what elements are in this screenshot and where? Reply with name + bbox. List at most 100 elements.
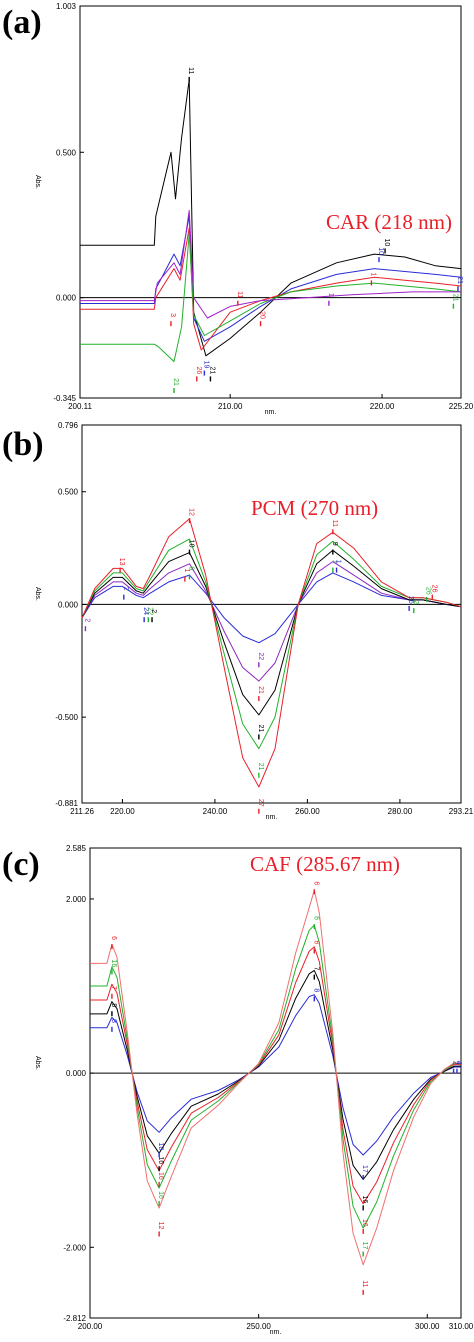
chart-a-series-2: [80, 215, 462, 342]
chart-b-point-label: 9: [188, 566, 195, 570]
chart-b-xtick-label: 293.21: [449, 807, 474, 816]
chart-c-xtick-label: 200.00: [78, 1322, 103, 1331]
chart-c-point-label: 6: [312, 916, 319, 920]
chart-c-point-label: 16: [361, 1219, 368, 1227]
chart-c-point-label: 16: [157, 1172, 164, 1180]
chart-b-xtick-label: 280.00: [388, 807, 413, 816]
chart-c-series-2: [90, 969, 461, 1180]
chart-b-point-label: 26: [425, 587, 432, 595]
chart-a-point-label: 20: [259, 311, 266, 319]
chart-c-series-5: [90, 889, 461, 1266]
chart-c-point-label: 6: [312, 881, 319, 885]
chart-c-point-label: 8: [110, 1003, 117, 1007]
chart-c-ytick-label: -2.812: [63, 1314, 86, 1323]
chart-a-series-5: [80, 209, 461, 319]
chart-c-x-axis-label: nm.: [270, 1329, 282, 1336]
chart-a-point-label: 1: [327, 293, 334, 297]
chart-c-point-label: 16: [110, 960, 117, 968]
chart-c-frame: [89, 847, 462, 1319]
chart-b-xtick-label: 211.26: [70, 807, 94, 816]
chart-a-xtick-label: 225.20: [449, 402, 474, 411]
chart-a-series-3: [80, 227, 462, 351]
chart-c-series-3: [90, 946, 461, 1205]
chart-c-xtick-label: 310.00: [449, 1322, 474, 1331]
chart-c-point-label: 2: [452, 1061, 459, 1065]
chart-a-x-axis-label: nm.: [265, 409, 277, 416]
panel-b: 0.796 0.500 0.000 -0.500 -0.881 211.26 220.00 2…: [0, 420, 474, 840]
chart-c-point-label: 8: [312, 988, 319, 992]
chart-b-series-5: [81, 518, 462, 788]
chart-c-point-label: 7: [312, 967, 319, 971]
chart-b-point-label: 1: [331, 560, 338, 564]
chart-a-point-label: 21: [172, 378, 179, 386]
chart-c-point-label: 18: [157, 1142, 164, 1150]
chart-b-point-label: 22: [257, 652, 264, 660]
chart-b-y-axis-label: Abs.: [34, 587, 41, 601]
annotation-pcm: PCM (270 nm): [251, 496, 379, 520]
chart-b-ytick-label: -0.500: [55, 713, 78, 722]
chart-b-series-4: [81, 538, 462, 750]
chart-b-point-label: 2: [412, 600, 419, 604]
chart-a-ytick-label: -0.345: [53, 394, 76, 403]
chart-c-ytick-label: -2.000: [63, 1243, 86, 1252]
panel-c: 2.585 2.000 0.000 -2.000 -2.812 200.00 250.00 3…: [0, 840, 474, 1342]
chart-b-point-label: 12: [187, 508, 194, 516]
chart-b-point-label: 2: [150, 609, 157, 613]
chart-a-point-label: 1: [369, 272, 376, 276]
chart-c-point-label: 16: [157, 1191, 164, 1199]
chart-b-point-label: 2: [122, 587, 129, 591]
chart-c-point-label: 4: [455, 1061, 462, 1065]
chart-b-point-label: 27: [257, 799, 264, 807]
chart-b-point-label: 24: [142, 607, 149, 615]
chart-a-series-1: [80, 79, 462, 357]
chart-a-ytick-label: 0.500: [56, 148, 77, 157]
chart-b-series-1: [81, 572, 462, 644]
chart-c-ytick-label: 0.000: [66, 1069, 87, 1078]
chart-c-point-label: 7: [110, 986, 117, 990]
chart-c-y-axis-label: Abs.: [34, 1056, 41, 1070]
chart-a-xtick-label: 210.00: [218, 402, 243, 411]
chart-a-point-label: 11: [236, 291, 243, 298]
chart-a-point-label: 11: [187, 67, 194, 74]
chart-a-xtick-label: 220.00: [370, 402, 395, 411]
panel-label-c: (c): [2, 846, 40, 883]
chart-b-series-2: [81, 561, 462, 682]
chart-b-point-label: 1: [183, 569, 190, 573]
chart-c-xtick-label: 300.00: [415, 1322, 440, 1331]
chart-a-point-label: 21: [208, 367, 215, 375]
chart-c-point-label: 17: [361, 1242, 368, 1250]
chart-b-point-label: 21: [257, 686, 264, 694]
chart-a-series-4: [80, 233, 462, 363]
chart-a-frame: [79, 5, 462, 399]
chart-a-point-label: 19: [202, 361, 209, 369]
chart-b-xtick-label: 260.00: [295, 807, 320, 816]
chart-b-ytick-label: -0.881: [55, 799, 78, 808]
chart-c-point-label: 11: [361, 1280, 368, 1287]
chart-c-point-label: 12: [157, 1222, 164, 1230]
chart-c-point-label: 16: [157, 1156, 164, 1164]
chart-b-point-label: 21: [257, 724, 264, 732]
chart-a-y-axis-label: Abs.: [34, 175, 41, 189]
chart-b-point-label: 26: [430, 585, 437, 593]
chart-c-point-label: 16: [361, 1195, 368, 1203]
chart-c-xtick-label: 250.00: [246, 1322, 271, 1331]
chart-b-point-label: 1: [335, 560, 342, 564]
chart-c-point-label: 8: [110, 1019, 117, 1023]
chart-b-series-3: [81, 549, 462, 716]
chart-c-ytick-label: 2.000: [66, 895, 87, 904]
chart-b-point-label: 21: [257, 763, 264, 771]
annotation-caf: CAF (285.67 nm): [250, 852, 400, 876]
chart-b-xtick-label: 240.00: [203, 807, 228, 816]
chart-b-x-axis-label: nm.: [266, 814, 278, 821]
chart-b-point-label: 22: [146, 607, 153, 615]
chart-c-series-4: [90, 924, 461, 1229]
chart-b-ytick-label: 0.796: [58, 421, 79, 430]
chart-a-point-label: 10: [383, 238, 390, 246]
panel-label-a: (a): [2, 4, 42, 41]
chart-a-ytick-label: 1.003: [56, 2, 77, 11]
chart-b-point-label: 2: [83, 618, 90, 622]
chart-a-xtick-label: 200.11: [68, 402, 92, 411]
chart-a-ytick-label: 0.000: [56, 294, 77, 303]
